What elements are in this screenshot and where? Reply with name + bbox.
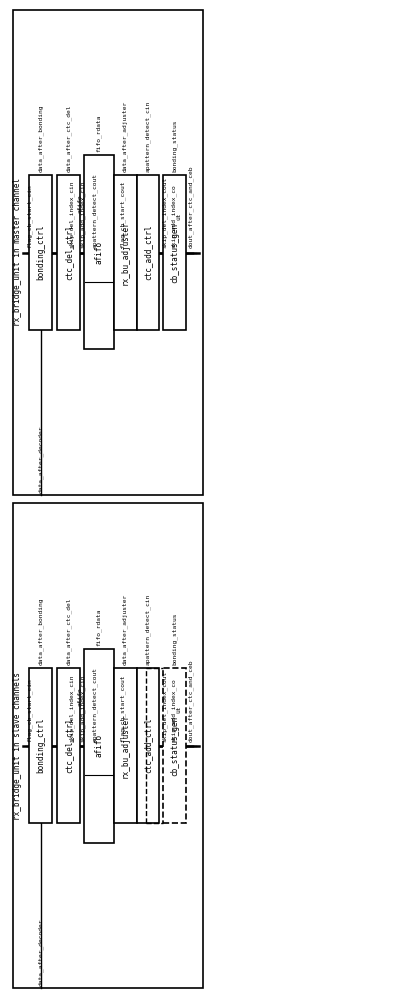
Text: data_after_decoder: data_after_decoder: [38, 918, 44, 986]
Bar: [29, 175, 52, 330]
Text: fifo_rdata: fifo_rdata: [96, 608, 101, 646]
Bar: [163, 668, 186, 823]
Bar: [163, 175, 186, 330]
Text: ctc_del_ctrl: ctc_del_ctrl: [64, 225, 73, 280]
Text: skip_add_index_cin: skip_add_index_cin: [80, 674, 86, 742]
Text: apattern_detect_cout: apattern_detect_cout: [92, 174, 98, 248]
Text: data_after_bonding: data_after_bonding: [38, 597, 44, 665]
Text: data_after_adjuster: data_after_adjuster: [122, 101, 128, 172]
Text: apattern_detect_cin: apattern_detect_cin: [145, 594, 151, 665]
Text: afifo: afifo: [94, 734, 103, 757]
Text: bonding_ctrl: bonding_ctrl: [36, 225, 45, 280]
Bar: [84, 648, 114, 842]
Text: skip_del_index_cin: skip_del_index_cin: [69, 674, 74, 742]
Text: skip_del_index_cout: skip_del_index_cout: [162, 177, 168, 248]
Bar: [84, 155, 114, 349]
Text: bonding_ctrl: bonding_ctrl: [36, 718, 45, 773]
Text: rx_bridge_unit in slave channels: rx_bridge_unit in slave channels: [13, 672, 22, 820]
Text: rx_bridge_unit in master channel: rx_bridge_unit in master channel: [13, 178, 22, 326]
Text: rx_bu_adjuster: rx_bu_adjuster: [121, 220, 129, 285]
Text: skip_add_index_co
ut: skip_add_index_co ut: [171, 185, 182, 248]
Text: flag_cb_start_cin: flag_cb_start_cin: [26, 678, 32, 742]
Bar: [13, 503, 203, 988]
Bar: [114, 668, 137, 823]
Text: afifo: afifo: [78, 195, 83, 213]
Bar: [57, 175, 80, 330]
Text: data_after_bonding: data_after_bonding: [38, 104, 44, 172]
Text: fifo_rdata: fifo_rdata: [96, 115, 101, 152]
Bar: [29, 668, 52, 823]
Bar: [57, 668, 80, 823]
Text: rx_bu_adjuster: rx_bu_adjuster: [121, 713, 129, 778]
Text: cb_status_gen: cb_status_gen: [170, 222, 179, 283]
Text: data_after_ctc_del: data_after_ctc_del: [66, 104, 72, 172]
Text: apattern_detect_cout: apattern_detect_cout: [92, 666, 98, 742]
Text: skip_del_index_cout: skip_del_index_cout: [162, 670, 168, 742]
Text: flag_cb_start_cout: flag_cb_start_cout: [119, 674, 125, 742]
Text: ctc_del_ctrl: ctc_del_ctrl: [64, 718, 73, 773]
Text: ctc_add_ctrl: ctc_add_ctrl: [143, 225, 153, 280]
Text: data_after_ctc_del: data_after_ctc_del: [66, 597, 72, 665]
Text: data_after_decoder: data_after_decoder: [38, 426, 44, 493]
Bar: [13, 10, 203, 495]
Text: skip_del_index_cin: skip_del_index_cin: [69, 181, 74, 248]
Text: bonding_status: bonding_status: [172, 119, 177, 172]
Text: flag_cb_start_cin: flag_cb_start_cin: [26, 185, 32, 248]
Text: skip_add_index_co
ut: skip_add_index_co ut: [171, 678, 182, 742]
Text: dout_after_ctc_and_ceb: dout_after_ctc_and_ceb: [188, 659, 194, 742]
Bar: [114, 175, 137, 330]
Text: data_after_adjuster: data_after_adjuster: [122, 594, 128, 665]
Bar: [137, 175, 159, 330]
Text: dout_after_ctc_and_ceb: dout_after_ctc_and_ceb: [188, 166, 194, 248]
Text: bonding_status: bonding_status: [172, 612, 177, 665]
Text: afifo: afifo: [94, 241, 103, 264]
Text: flag_cb_start_cout: flag_cb_start_cout: [119, 181, 125, 248]
Text: skip_add_index_cin: skip_add_index_cin: [80, 181, 86, 248]
Text: cb_status_gen: cb_status_gen: [170, 715, 179, 776]
Text: apattern_detect_cin: apattern_detect_cin: [145, 101, 151, 172]
Text: afifo: afifo: [78, 688, 83, 706]
Bar: [137, 668, 159, 823]
Text: ctc_add_ctrl: ctc_add_ctrl: [143, 718, 153, 773]
